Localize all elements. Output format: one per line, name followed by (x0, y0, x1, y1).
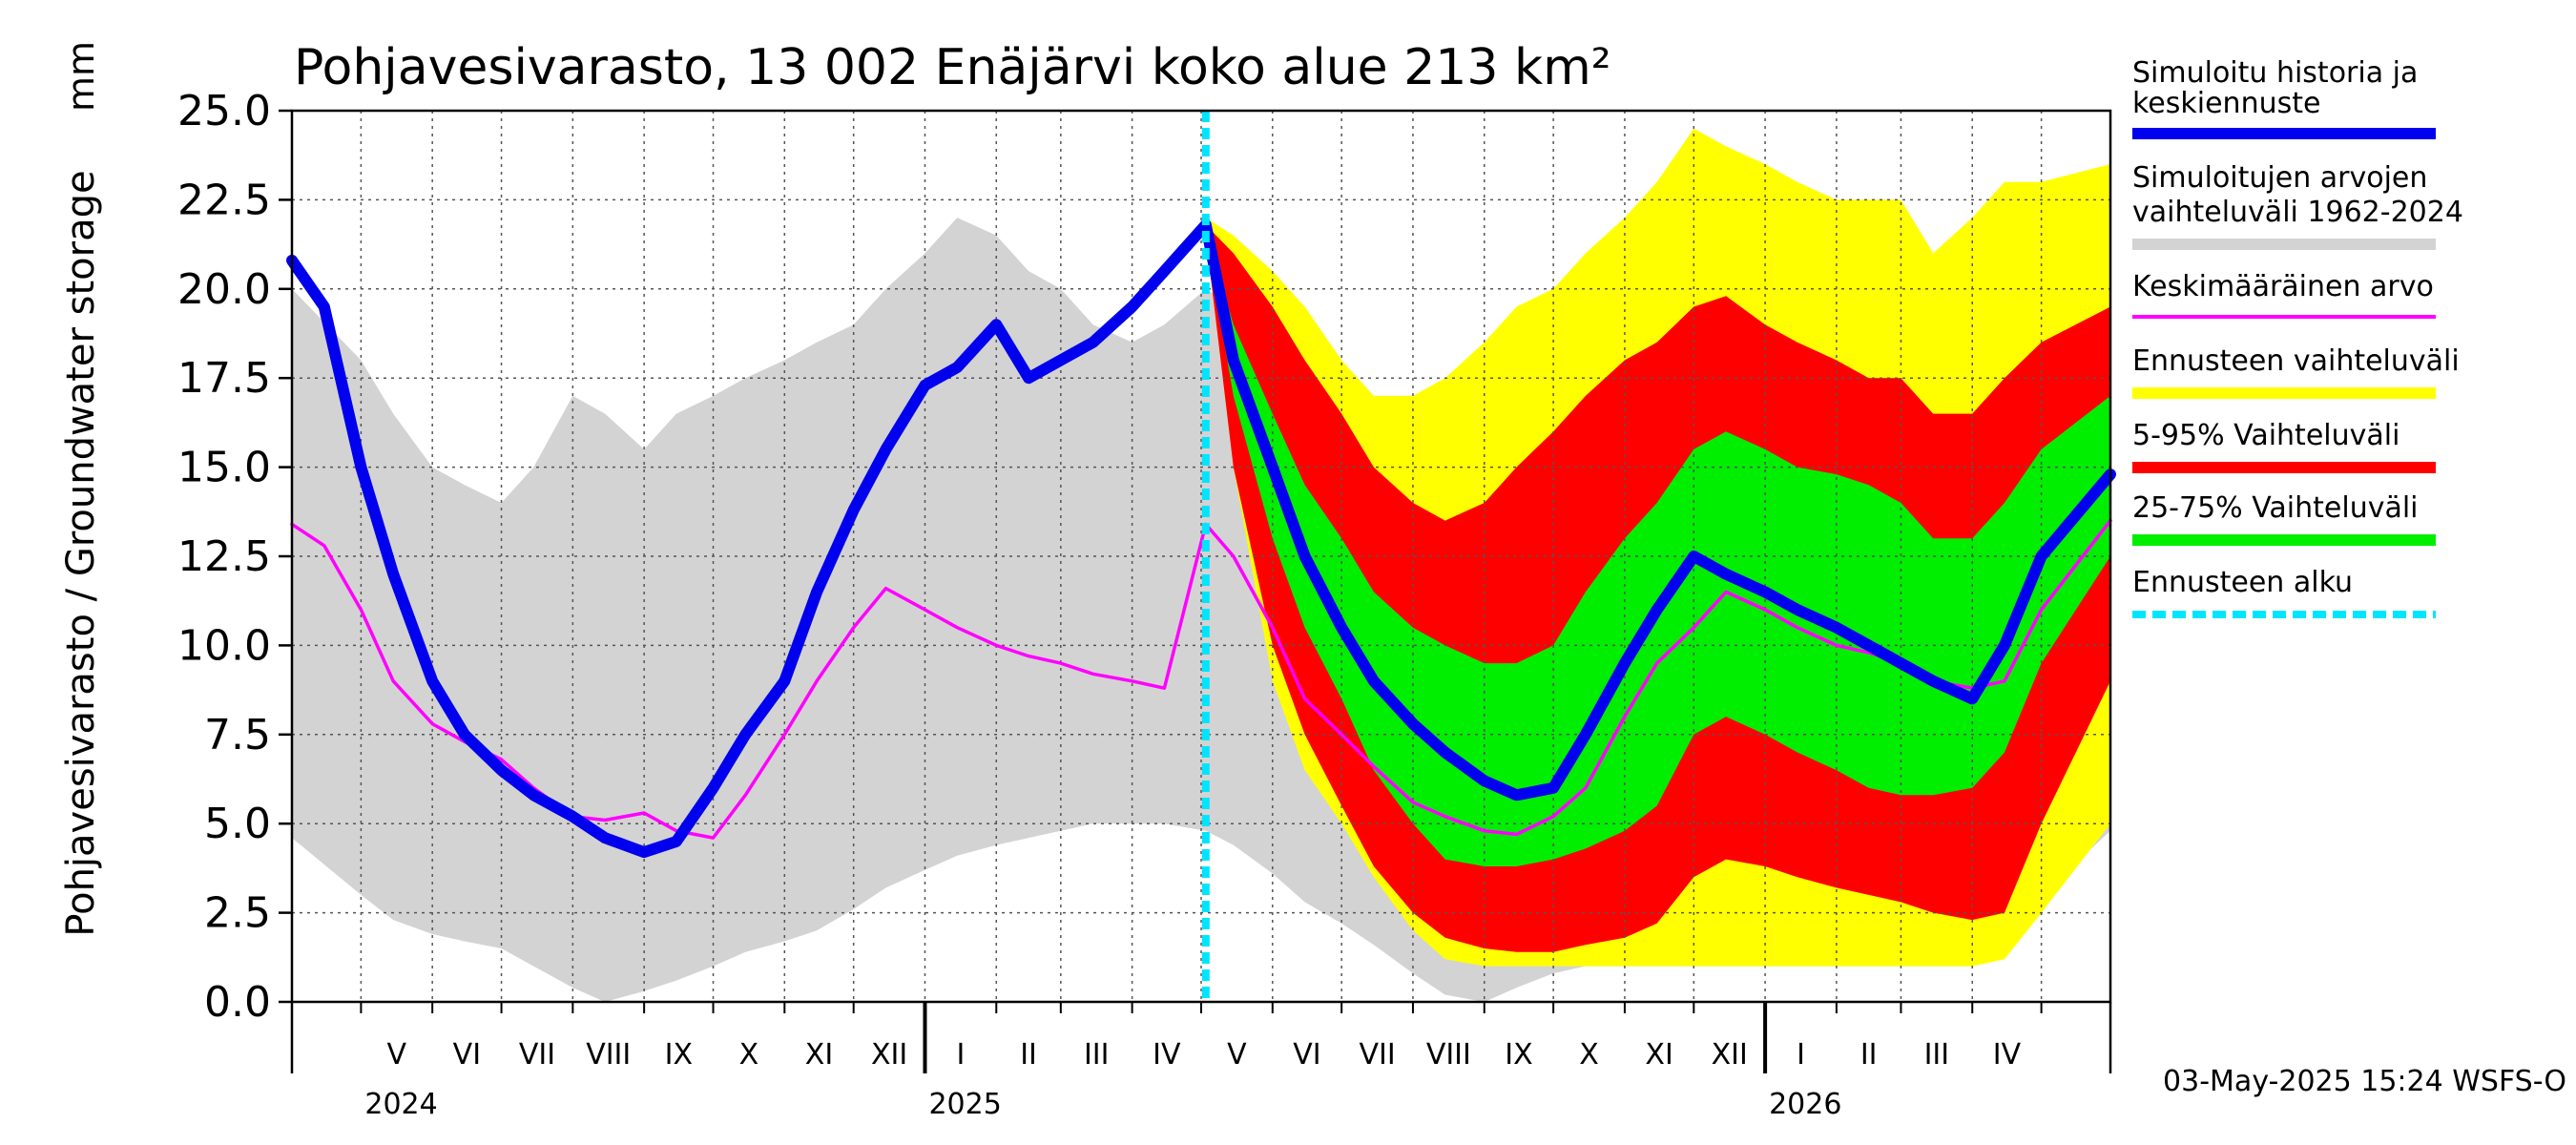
legend-label: Ennusteen vaihteluväli (2132, 344, 2460, 378)
month-label: XII (1712, 1038, 1748, 1072)
month-label: IX (1505, 1038, 1532, 1072)
legend-label: 5-95% Vaihteluväli (2132, 419, 2399, 452)
month-label: II (1020, 1038, 1037, 1072)
y-tick-label: 5.0 (204, 800, 271, 848)
legend-label: keskiennuste (2132, 87, 2320, 120)
y-tick-label: 0.0 (204, 978, 271, 1027)
month-label: VIII (586, 1038, 631, 1072)
legend-label: 25-75% Vaihteluväli (2132, 491, 2419, 525)
month-label: XI (805, 1038, 833, 1072)
grid-layer (292, 111, 2110, 1002)
y-tick-label: 20.0 (177, 265, 271, 314)
month-label: IX (665, 1038, 693, 1072)
month-label: VI (1293, 1038, 1320, 1072)
y-tick-label: 12.5 (177, 532, 271, 581)
legend-label: Keskimääräinen arvo (2132, 270, 2434, 303)
month-label: X (739, 1038, 759, 1072)
x-tick-layer: V VI VII VIII IX X XI XII I II III IV V VI VII VIII IX X X… (360, 1002, 2043, 1121)
y-axis-label: Pohjavesivarasto / Groundwater storage (59, 170, 103, 936)
month-label: IV (1993, 1038, 2022, 1072)
month-label: V (1227, 1038, 1247, 1072)
line-layer (286, 219, 2116, 859)
month-label: X (1579, 1038, 1599, 1072)
timestamp: 03-May-2025 15:24 WSFS-O (2163, 1065, 2566, 1098)
legend-label: Ennusteen alku (2132, 566, 2353, 599)
month-label: V (387, 1038, 407, 1072)
y-axis-unit: mm (60, 41, 102, 112)
month-label: I (1797, 1038, 1805, 1072)
legend-label: Simuloitujen arvojen (2132, 161, 2427, 195)
month-label: II (1860, 1038, 1878, 1072)
y-tick-label: 10.0 (177, 621, 271, 670)
month-label: VI (453, 1038, 481, 1072)
y-tick-layer: 0.0 2.5 5.0 7.5 10.0 12.5 15.0 17.5 20.0 22.5 25.0 (177, 87, 292, 1027)
y-tick-label: 2.5 (204, 889, 271, 938)
chart-title: Pohjavesivarasto, 13 002 Enäjärvi koko a… (294, 39, 1611, 96)
y-tick-label: 17.5 (177, 354, 271, 403)
legend-label: Simuloitu historia ja (2132, 56, 2418, 90)
y-tick-label: 22.5 (177, 176, 271, 224)
month-label: XI (1645, 1038, 1672, 1072)
year-label: 2025 (928, 1088, 1001, 1121)
y-tick-label: 7.5 (204, 711, 271, 760)
month-label: VII (519, 1038, 555, 1072)
month-label: I (956, 1038, 965, 1072)
month-label: VIII (1426, 1038, 1471, 1072)
legend-label: vaihteluväli 1962-2024 (2132, 196, 2463, 229)
month-label: XII (871, 1038, 907, 1072)
year-label: 2024 (364, 1088, 437, 1121)
band-layer (292, 128, 2110, 1003)
month-label: III (1084, 1038, 1110, 1072)
y-tick-label: 15.0 (177, 444, 271, 492)
year-label: 2026 (1769, 1088, 1841, 1121)
y-tick-label: 25.0 (177, 87, 271, 135)
series-line-simulated (286, 219, 2116, 859)
month-label: VII (1359, 1038, 1395, 1072)
series-line-mean (290, 518, 2112, 840)
month-label: III (1924, 1038, 1950, 1072)
month-label: IV (1153, 1038, 1181, 1072)
band-25-75-vaihteluv-li (1205, 228, 2110, 867)
